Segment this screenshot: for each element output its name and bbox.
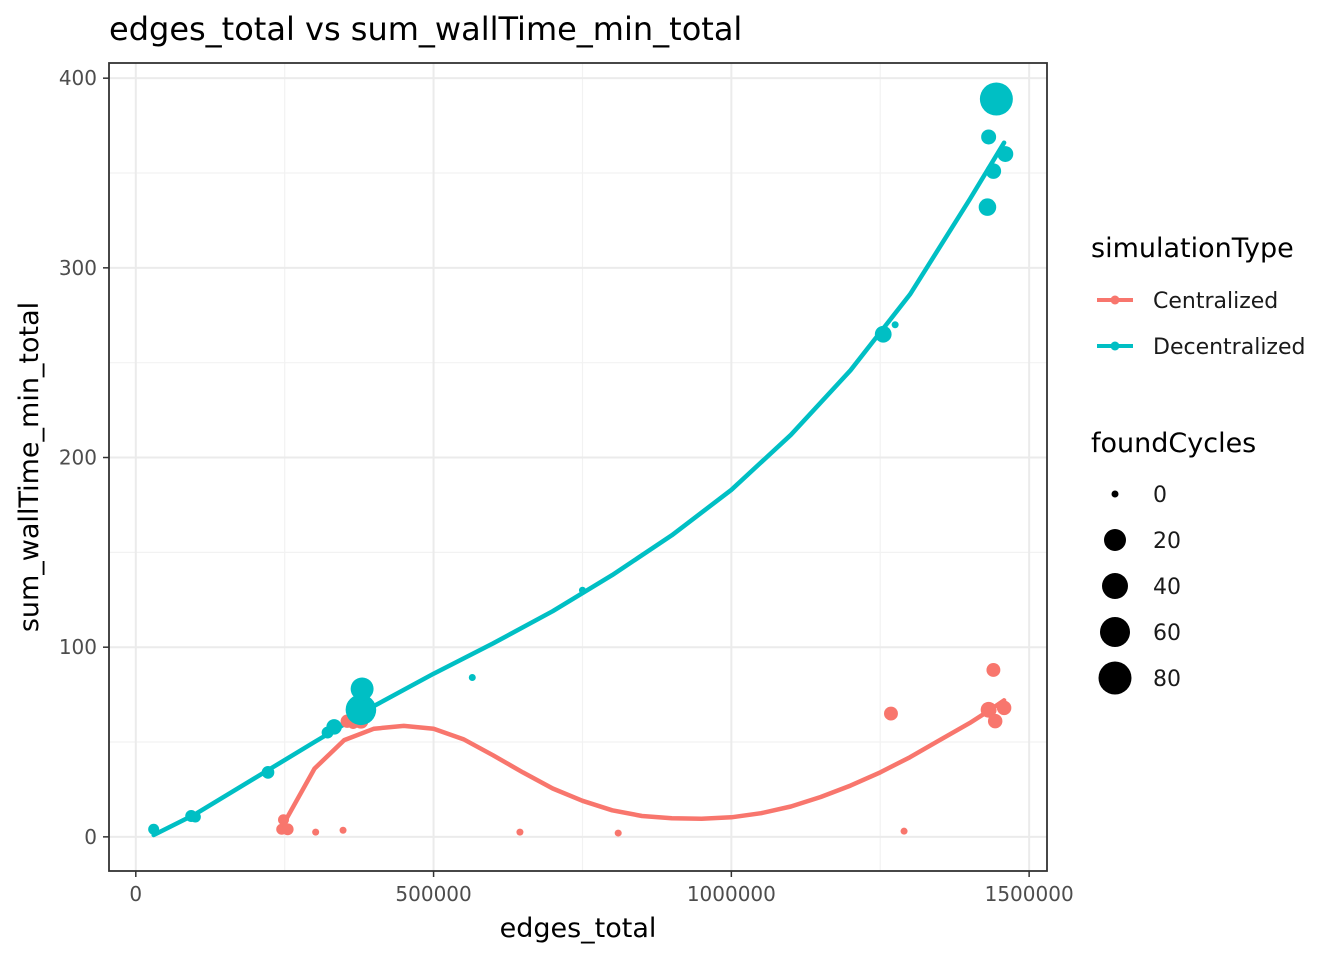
data-points — [148, 82, 1014, 837]
point-decentralized — [997, 146, 1014, 163]
grid-lines — [109, 63, 1047, 871]
y-tick-label: 100 — [59, 635, 97, 659]
point-centralized — [900, 827, 908, 835]
point-centralized — [281, 823, 294, 836]
point-centralized — [339, 826, 347, 834]
y-axis-label: sum_wallTime_min_total — [14, 302, 45, 632]
y-tick-label: 200 — [59, 446, 97, 470]
point-centralized — [884, 706, 898, 721]
legend-key-centralized-point — [1110, 295, 1120, 305]
size-legend-title: foundCycles — [1091, 428, 1256, 459]
trend-line-decentralized — [151, 140, 1007, 838]
point-centralized — [987, 713, 1003, 729]
point-centralized — [516, 828, 524, 836]
color-legend-title: simulationType — [1091, 233, 1294, 264]
point-centralized — [996, 700, 1012, 716]
point-decentralized — [578, 586, 586, 594]
size-legend-label-20: 20 — [1153, 529, 1181, 554]
legend-label-decentralized: Decentralized — [1153, 335, 1305, 360]
plot-border — [108, 62, 1048, 872]
size-legend-key-40 — [1102, 573, 1128, 599]
x-tick-label: 500000 — [395, 882, 471, 906]
point-centralized — [278, 814, 289, 826]
point-decentralized — [468, 674, 476, 682]
point-decentralized — [978, 198, 997, 216]
legend-label-centralized: Centralized — [1153, 289, 1278, 314]
x-tick-label: 1500000 — [985, 882, 1074, 906]
y-tick-label: 0 — [84, 825, 97, 849]
trend-lines — [151, 140, 1007, 838]
x-axis-label: edges_total — [500, 913, 657, 944]
color-legend: simulationType Centralized Decentralized — [1091, 233, 1305, 360]
size-legend-key-80 — [1098, 661, 1132, 695]
point-decentralized — [326, 719, 342, 735]
point-centralized — [980, 701, 997, 718]
point-decentralized — [874, 325, 892, 343]
size-legend-label-0: 0 — [1153, 483, 1167, 508]
x-tick-label: 0 — [129, 882, 142, 906]
y-tick-label: 300 — [59, 256, 97, 280]
size-legend: foundCycles 0 20 40 60 80 — [1091, 428, 1256, 695]
point-decentralized — [979, 82, 1013, 116]
size-legend-label-80: 80 — [1153, 667, 1181, 692]
point-decentralized — [350, 677, 374, 701]
size-legend-key-20 — [1104, 529, 1126, 551]
point-decentralized — [148, 823, 160, 835]
size-legend-key-60 — [1100, 617, 1130, 647]
chart-title: edges_total vs sum_wallTime_min_total — [109, 10, 742, 48]
point-centralized — [312, 828, 320, 836]
size-legend-label-60: 60 — [1153, 621, 1181, 646]
point-centralized — [986, 662, 1001, 677]
axes: 0 500000 1000000 1500000 0 100 200 300 400 — [59, 66, 1074, 906]
point-decentralized — [345, 694, 377, 726]
point-centralized — [614, 829, 622, 837]
size-legend-label-40: 40 — [1153, 575, 1181, 600]
legend-key-decentralized-point — [1110, 341, 1120, 351]
plot-background — [109, 63, 1047, 871]
trend-line-centralized — [283, 698, 1007, 823]
y-tick-label: 400 — [59, 66, 97, 90]
x-tick-label: 1000000 — [687, 882, 776, 906]
point-decentralized — [981, 129, 997, 145]
size-legend-key-0 — [1111, 490, 1119, 498]
point-decentralized — [261, 766, 275, 779]
point-decentralized — [985, 163, 1002, 179]
point-decentralized — [891, 321, 899, 329]
point-decentralized — [189, 811, 201, 823]
